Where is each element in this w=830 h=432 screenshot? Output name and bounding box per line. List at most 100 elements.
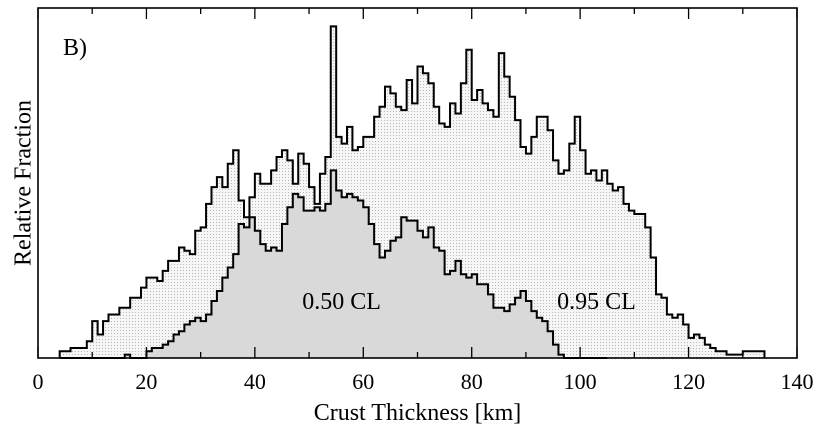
series-095-bar: [612, 190, 619, 358]
series-095-bar: [130, 297, 136, 358]
series-095-bar: [650, 257, 657, 358]
series-050-bar: [254, 230, 261, 358]
series-050-bar: [417, 230, 424, 358]
series-050-bar: [401, 217, 407, 358]
series-095-bar: [86, 341, 93, 358]
series-095-bar: [574, 116, 581, 358]
series-050-bar: [249, 217, 256, 358]
series-095-bar: [721, 351, 727, 358]
series-095-bar: [113, 314, 120, 358]
series-095-bar: [607, 183, 613, 358]
series-050-bar: [379, 257, 386, 358]
x-tick-label: 40: [244, 369, 266, 394]
series-050-bar: [460, 274, 467, 358]
series-095-bar: [731, 354, 738, 358]
series-095-bar: [558, 173, 565, 358]
series-095-bar: [563, 170, 570, 358]
series-095-outline: [58, 25, 766, 358]
series-095-bar: [151, 277, 158, 358]
series-095-bar: [92, 321, 98, 358]
series-050-bar: [471, 274, 478, 358]
series-095-bar: [666, 314, 673, 358]
series-050-bar: [352, 197, 359, 358]
series-095-bar: [439, 123, 445, 358]
series-050-bar: [319, 210, 326, 358]
series-050-bar: [515, 297, 521, 358]
series-050-bar: [390, 240, 397, 358]
x-tick-label: 0: [33, 369, 44, 394]
series-050-bar: [173, 334, 180, 358]
series-050-bar: [498, 307, 505, 358]
x-axis-ticks: 0 20 40 60 80 100 120 140: [33, 8, 814, 394]
series-095-bar: [590, 170, 597, 358]
series-095-bar: [178, 247, 185, 358]
series-050-bar: [412, 220, 418, 358]
series-095-bar: [601, 170, 608, 358]
series-095-bar: [487, 110, 494, 358]
series-095-bar: [390, 93, 397, 358]
series-050-bar: [395, 237, 402, 358]
series-050-bar: [206, 314, 212, 358]
series-095-bar: [173, 260, 180, 358]
series-095-bar: [146, 277, 153, 358]
series-050-bar: [303, 210, 310, 358]
series-095-bar: [498, 53, 505, 359]
series-095-bar: [384, 86, 391, 359]
series-095-bar: [726, 354, 733, 358]
series-095-bar: [520, 146, 527, 358]
series-095-bar: [661, 297, 668, 358]
series-095-bar: [569, 143, 576, 358]
series-095-bar: [433, 106, 440, 358]
series-095-bar: [141, 287, 147, 358]
series-095-bar: [422, 73, 429, 358]
series-095-bar: [656, 294, 662, 358]
series-050-bar: [124, 354, 131, 358]
series-095-bar: [477, 90, 483, 358]
x-tick-label: 120: [672, 369, 705, 394]
series-095-bar: [525, 153, 532, 358]
series-095-bar: [189, 254, 196, 358]
series-095-bar: [471, 100, 478, 359]
series-095-bar: [417, 66, 424, 359]
series-095-bar: [553, 160, 559, 358]
series-050-bar: [509, 304, 516, 358]
x-axis-label: Crust Thickness [km]: [314, 400, 522, 426]
series-095-bar: [542, 116, 548, 358]
series-095-bar: [135, 297, 142, 358]
series-095-bar: [693, 334, 700, 358]
x-tick-label: 20: [135, 369, 157, 394]
series-050-bar: [547, 331, 554, 358]
series-050-bar: [341, 197, 348, 358]
series-050-bar: [168, 341, 174, 358]
series-050-bar: [314, 207, 321, 358]
series-050-bar: [406, 220, 413, 358]
series-095-bar: [444, 126, 451, 358]
series-095-bar: [75, 347, 82, 358]
series-095-bar: [531, 136, 538, 358]
series-095-bar: [715, 351, 722, 358]
series-050-bar: [298, 197, 304, 358]
series-095-bar: [580, 150, 586, 358]
series-050-bar: [433, 247, 440, 358]
series-050-bar: [233, 254, 239, 358]
series-050-bar: [558, 354, 565, 358]
series-095-bar: [466, 49, 473, 359]
series-050-bar: [238, 224, 245, 358]
series-095-bar: [222, 187, 229, 358]
series-050-outline: [59, 169, 608, 359]
series-050-bar: [477, 284, 483, 358]
series-095-bar: [737, 354, 744, 358]
series-095-bar: [515, 120, 521, 359]
series-095-bar: [206, 203, 212, 358]
series-050-bar: [227, 267, 234, 358]
series-050-bars: [124, 170, 565, 358]
series-050-bar: [455, 260, 462, 358]
series-050-bar: [439, 250, 445, 358]
series-095-bar: [428, 83, 435, 359]
series-095-bar: [460, 83, 467, 359]
series-050-bar: [195, 317, 201, 358]
x-tick-label: 100: [564, 369, 597, 394]
series-050-bar: [482, 284, 489, 358]
x-tick-label: 60: [352, 369, 374, 394]
series-095-bar: [124, 307, 131, 358]
